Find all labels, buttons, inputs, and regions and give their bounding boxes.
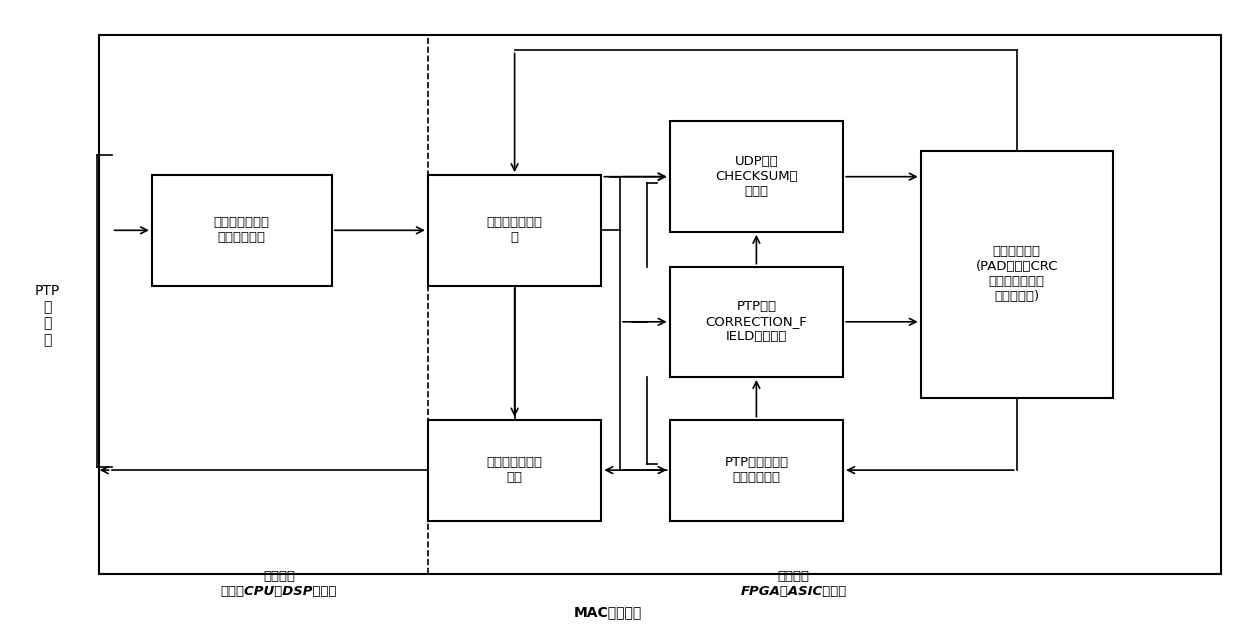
Bar — [428, 420, 601, 521]
Bar — [670, 420, 843, 521]
Text: UDP报文
CHECKSUM计
算模块: UDP报文 CHECKSUM计 算模块 — [715, 155, 797, 198]
Bar — [670, 122, 843, 232]
Bar — [670, 267, 843, 377]
Text: PTP
协
议
栈: PTP 协 议 栈 — [35, 284, 60, 347]
Bar — [99, 35, 1221, 574]
Text: 时间戳返回控制
模块: 时间戳返回控制 模块 — [486, 456, 543, 484]
Text: 硬件逻辑
FPGA或ASIC上实现: 硬件逻辑 FPGA或ASIC上实现 — [740, 570, 847, 598]
Text: PTP报文
CORRECTION_F
IELD计算模块: PTP报文 CORRECTION_F IELD计算模块 — [706, 300, 807, 343]
Bar — [151, 175, 332, 285]
Text: PTP报文发送时
间戳处理模块: PTP报文发送时 间戳处理模块 — [724, 456, 789, 484]
Text: 控制字段解析模
块: 控制字段解析模 块 — [486, 216, 543, 244]
Text: 报文控制字段生
成及添加模块: 报文控制字段生 成及添加模块 — [213, 216, 270, 244]
Bar — [920, 151, 1114, 398]
Bar — [428, 175, 601, 285]
Text: MAC发送模块: MAC发送模块 — [573, 605, 642, 619]
Text: 软件程序
安装在CPU或DSP平台上: 软件程序 安装在CPU或DSP平台上 — [221, 570, 337, 598]
Text: 输出控制模块
(PAD填充、CRC
计算、报文发送
时间戳记录): 输出控制模块 (PAD填充、CRC 计算、报文发送 时间戳记录) — [976, 245, 1058, 304]
